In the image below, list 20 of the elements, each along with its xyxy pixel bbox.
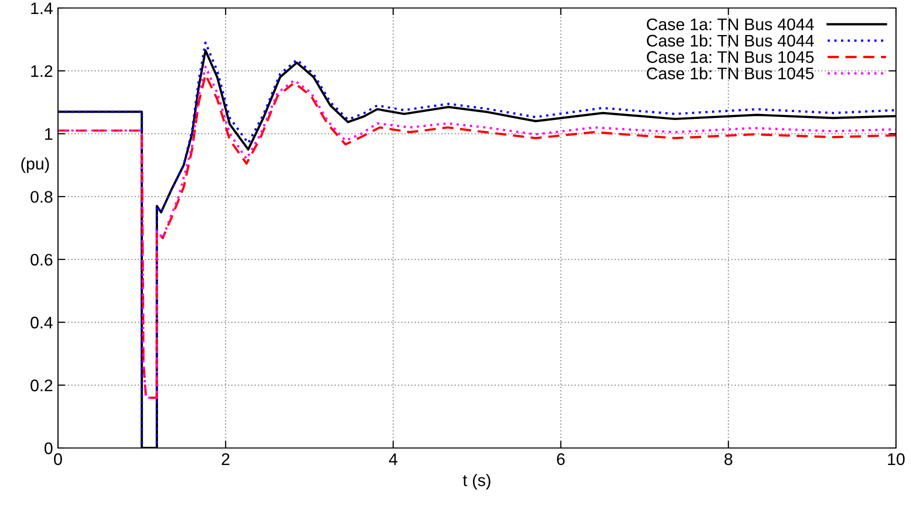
y-tick-label: 0.2 — [30, 380, 52, 392]
x-tick-label: 10 — [888, 453, 905, 466]
y-axis-title: (pu) — [21, 157, 49, 173]
x-tick-label: 4 — [388, 453, 398, 465]
legend-label: Case 1a: TN Bus 4044 — [646, 18, 814, 30]
y-tick-label: 0 — [44, 442, 52, 454]
x-axis-title: t (s) — [462, 474, 490, 490]
y-tick-label: 1 — [45, 128, 52, 140]
y-tick-label: 1.4 — [31, 2, 53, 14]
x-tick-label: 6 — [557, 453, 565, 466]
y-tick-label: 1.2 — [31, 65, 52, 77]
legend-label: Case 1a: TN Bus 1045 — [646, 51, 814, 63]
legend-label: Case 1b: TN Bus 4044 — [646, 34, 814, 47]
legend-label: Case 1b: TN Bus 1045 — [646, 67, 814, 80]
x-tick-label: 2 — [222, 453, 230, 465]
y-tick-label: 0.6 — [30, 254, 52, 266]
y-tick-label: 0.8 — [30, 190, 52, 203]
y-tick-label: 0.4 — [30, 316, 53, 328]
x-tick-label: 0 — [54, 453, 62, 466]
x-tick-label: 8 — [724, 453, 732, 466]
